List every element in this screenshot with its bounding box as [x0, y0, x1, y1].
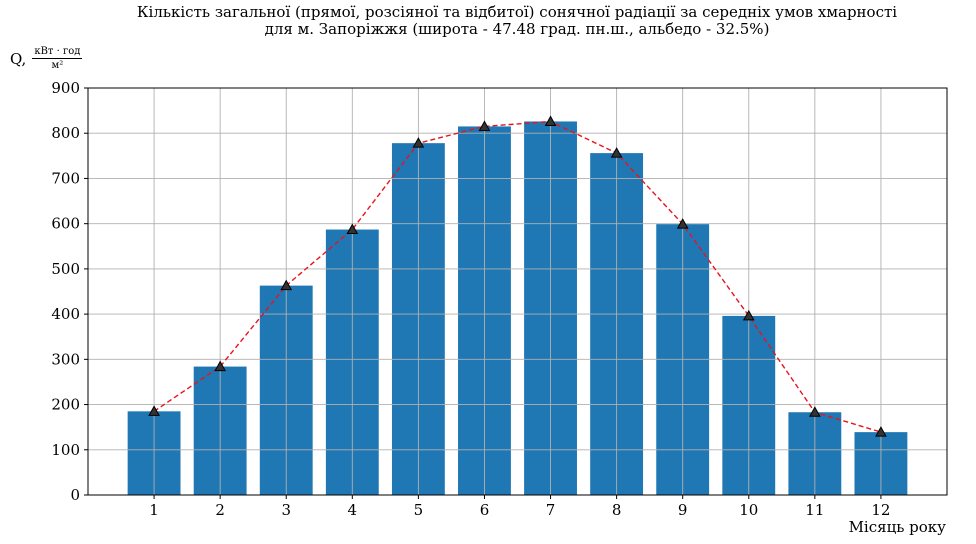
data-point-marker [346, 223, 359, 235]
x-tick-label: 10 [739, 501, 758, 519]
x-axis-label: Місяць року [848, 518, 946, 536]
data-point-marker [676, 218, 689, 229]
x-tick-label: 7 [546, 501, 556, 519]
chart-title: Кількість загальної (прямої, розсіяної т… [0, 4, 976, 38]
y-tick-label: 0 [70, 486, 80, 504]
x-tick-label: 9 [678, 501, 688, 519]
data-point-marker [412, 137, 425, 148]
y-tick-label: 200 [51, 396, 80, 414]
y-tick-label: 900 [51, 79, 80, 97]
chart-title-line-1: Кількість загальної (прямої, розсіяної т… [136, 3, 898, 21]
data-point-marker [610, 147, 623, 158]
data-point-marker [544, 115, 557, 126]
x-tick-label: 2 [215, 501, 225, 519]
x-tick-label: 12 [871, 501, 890, 519]
y-axis-label: Q, кВт · год м² [10, 46, 83, 71]
chart-title-line-2: для м. Запоріжжя (широта - 47.48 град. п… [264, 20, 770, 38]
x-tick-label: 4 [348, 501, 358, 519]
x-tick-label: 3 [281, 501, 291, 519]
data-point-marker [808, 406, 821, 417]
y-axis-label-prefix: Q, [10, 49, 27, 68]
y-tick-label: 300 [51, 350, 80, 368]
plot-frame [87, 87, 948, 496]
y-tick-label: 700 [51, 169, 80, 187]
y-tick-label: 800 [51, 124, 80, 142]
y-axis-unit-numerator: кВт · год [32, 46, 83, 59]
x-tick-label: 11 [805, 501, 824, 519]
trend-line [153, 120, 882, 433]
y-tick-label: 600 [51, 215, 80, 233]
data-point-marker [280, 279, 293, 291]
y-tick-label: 100 [51, 441, 80, 459]
y-axis-unit-denominator: м² [51, 60, 64, 71]
x-tick-label: 5 [414, 501, 424, 519]
y-axis-unit: кВт · год м² [32, 46, 83, 71]
data-point-marker [742, 309, 755, 321]
x-tick-label: 6 [480, 501, 490, 519]
data-point-marker [478, 120, 491, 131]
y-tick-label: 500 [51, 260, 80, 278]
x-tick-label: 8 [612, 501, 622, 519]
data-point-marker [875, 426, 887, 437]
data-point-marker [148, 405, 160, 416]
x-tick-label: 1 [149, 501, 159, 519]
data-point-marker [214, 360, 227, 372]
y-tick-label: 400 [51, 305, 80, 323]
